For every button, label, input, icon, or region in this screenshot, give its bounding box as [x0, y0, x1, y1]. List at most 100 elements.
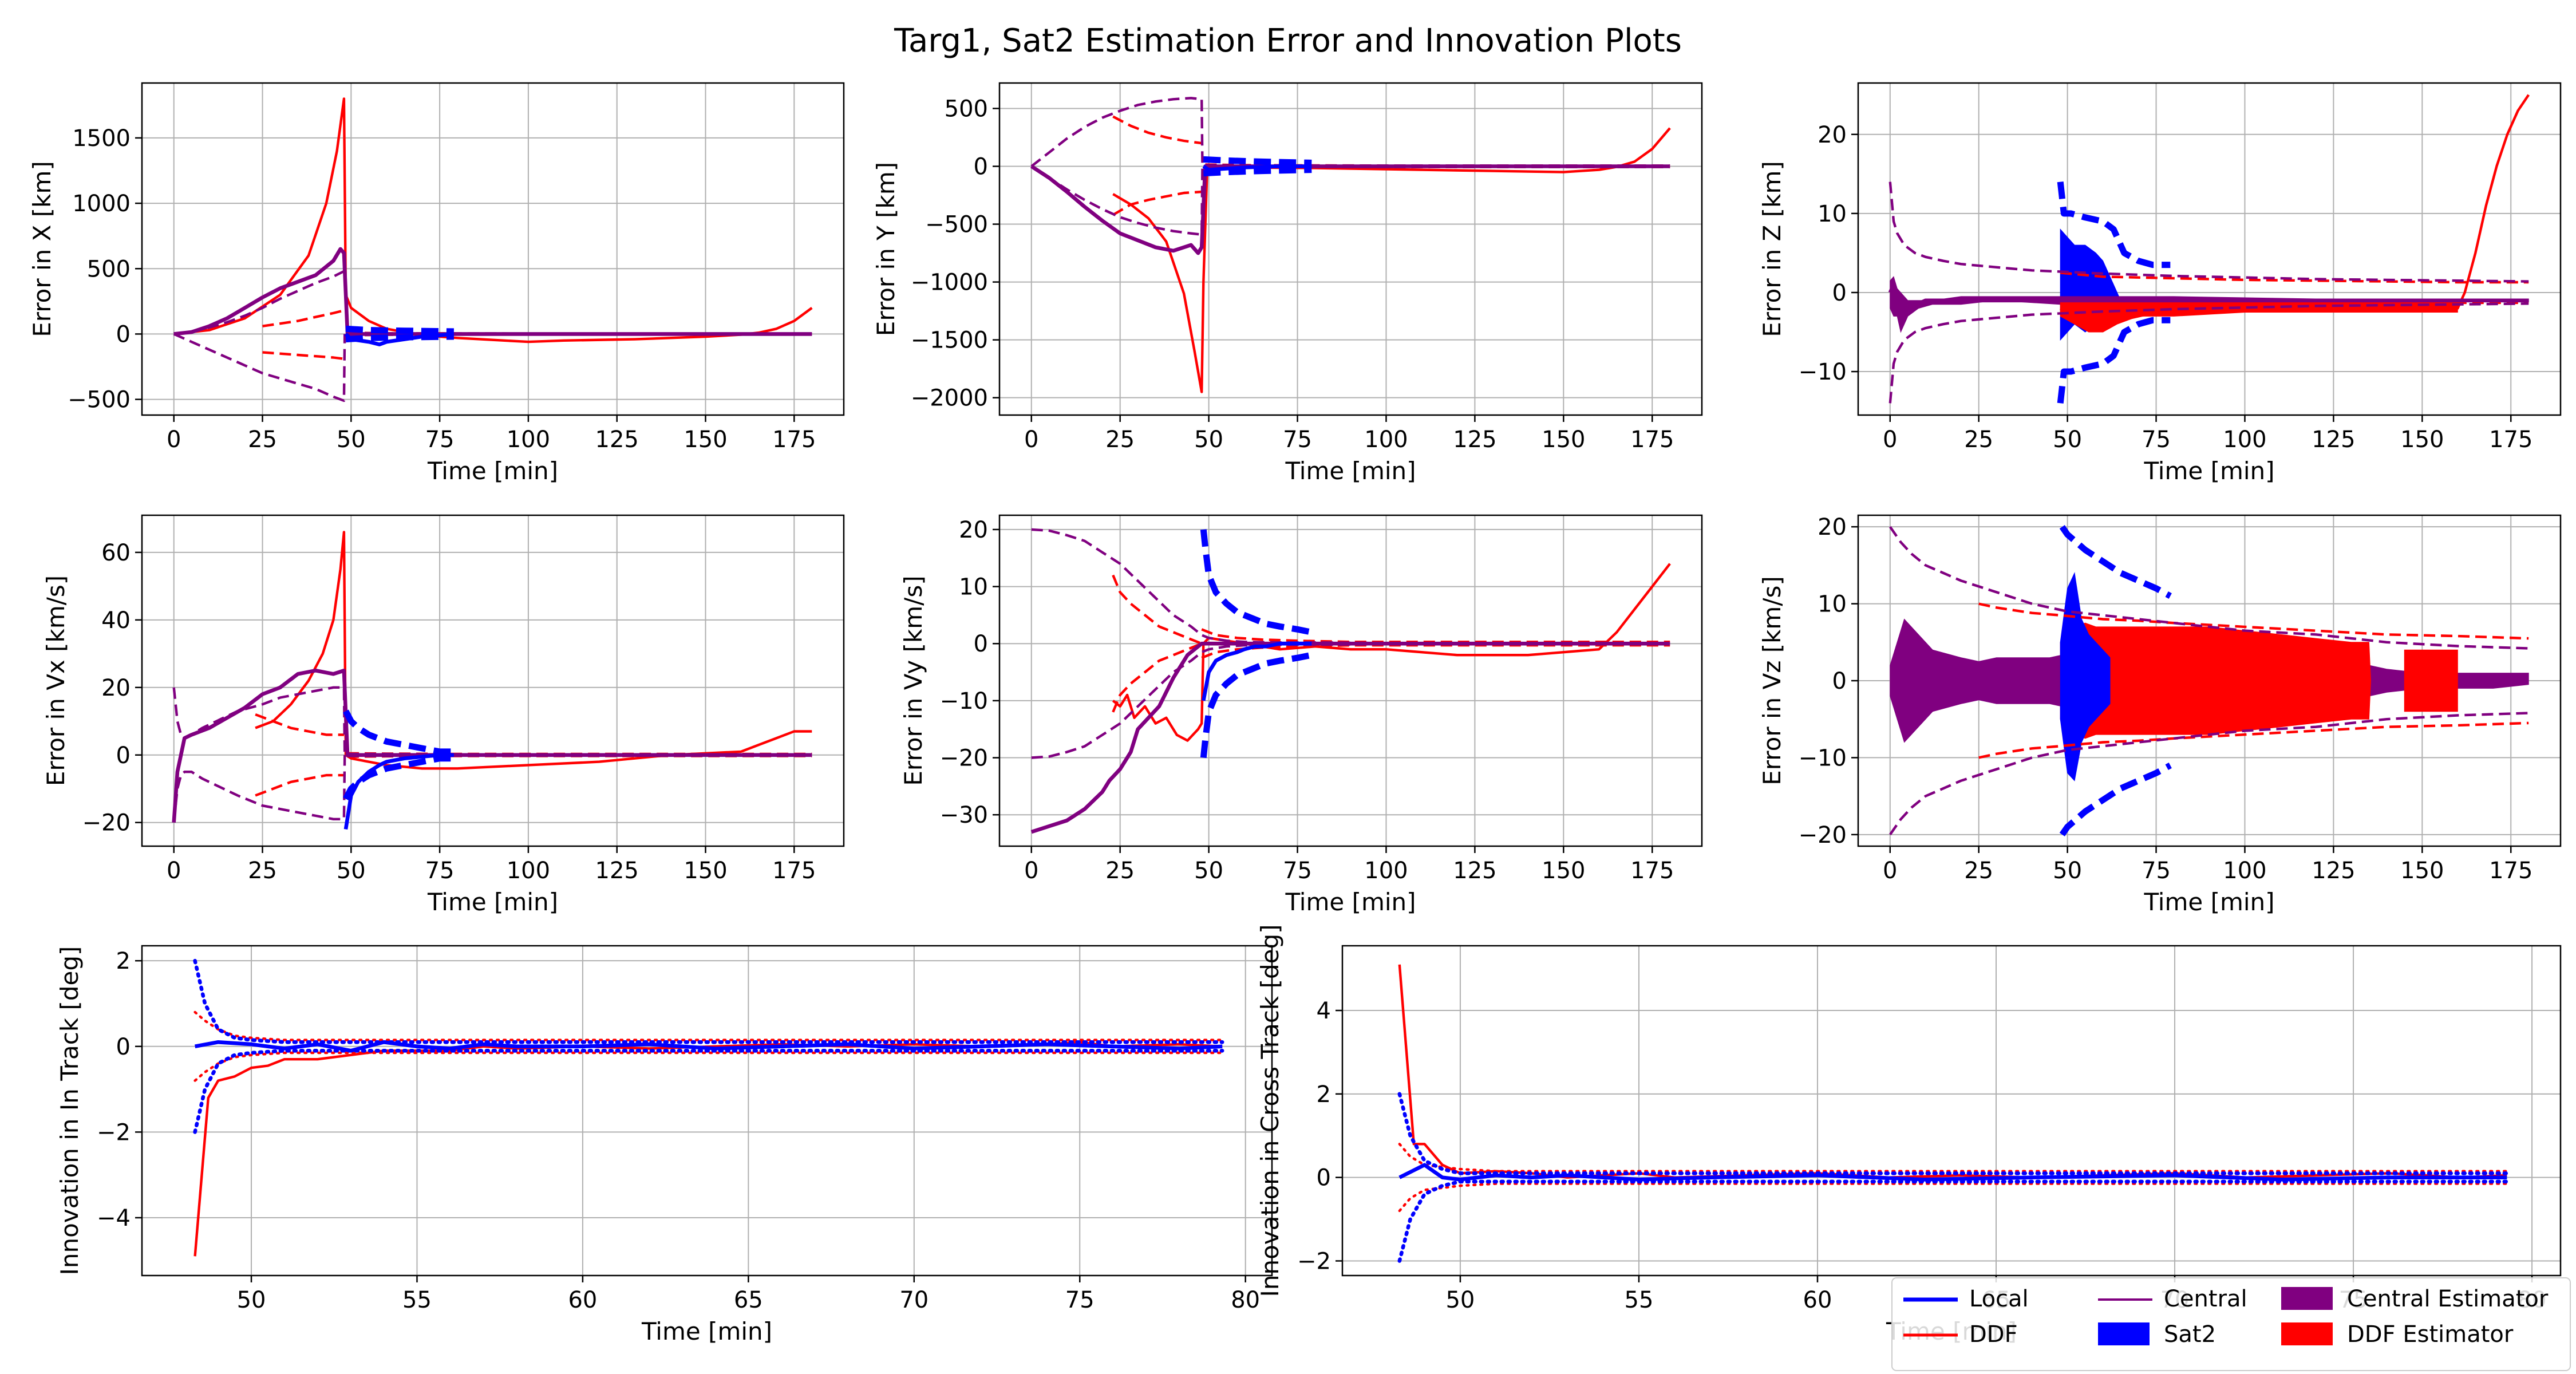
legend-swatch-patch	[2281, 1322, 2333, 1345]
axes-frame	[141, 514, 845, 847]
x-tick-label: 50	[337, 858, 366, 884]
x-axis-label: Time [min]	[2143, 457, 2274, 485]
y-tick-label: 0	[116, 743, 131, 769]
y-tick-label: 20	[1818, 122, 1847, 148]
x-tick-label: 0	[1883, 427, 1897, 453]
axes-frame	[998, 514, 1703, 847]
legend-entry-central-estimator: Central Estimator	[2281, 1286, 2549, 1312]
series-local-2-sigma-upper	[2059, 525, 2172, 599]
x-tick-label: 75	[1065, 1287, 1095, 1313]
series-ddf-2-sigma-lower	[1112, 190, 1202, 216]
x-tick-label: 125	[2312, 858, 2355, 884]
legend: Local DDF Central Sat2 Central Estimator DDF …	[1891, 1277, 2571, 1371]
figure-title: Targ1, Sat2 Estimation Error and Innovat…	[894, 22, 1682, 60]
x-tick-label: 100	[2223, 858, 2266, 884]
x-tick-label: 25	[1105, 858, 1135, 884]
series-local	[1202, 164, 1312, 172]
plot-area	[1030, 97, 1671, 393]
series-central-2-sigma-upper	[1888, 181, 2529, 283]
series-local-2-sigma-upper	[1200, 529, 1313, 635]
series-ddf-2-sigma-lower	[1112, 574, 1203, 645]
y-tick-label: −10	[940, 688, 988, 714]
x-tick-label: 50	[1194, 858, 1223, 884]
x-tick-label: 50	[237, 1287, 266, 1313]
y-tick-label: 20	[101, 675, 131, 701]
series-local-2-sigma-upper	[2057, 181, 2171, 269]
legend-entry-ddf-estimator: DDF Estimator	[2281, 1321, 2514, 1348]
legend-entry-sat2: Sat2	[2098, 1321, 2216, 1348]
y-axis-label: Error in Z [km]	[1758, 161, 1786, 337]
legend-label: DDF Estimator	[2347, 1321, 2514, 1348]
y-tick-label: 20	[1818, 514, 1847, 540]
axes-6: 0 25 50 75 100 125 150 175 −20 −10 0 10 20 Time [min]…	[1758, 514, 2562, 916]
x-tick-label: 150	[1542, 858, 1585, 884]
y-tick-label: −500	[925, 212, 988, 238]
x-tick-label: 175	[1630, 427, 1674, 453]
y-axis-label: Error in Y [km]	[872, 162, 900, 336]
x-tick-label: 0	[167, 858, 181, 884]
legend-swatch-patch	[2098, 1322, 2150, 1345]
y-tick-label: 4	[1317, 998, 1331, 1024]
series-local-2-sigma-lower	[345, 333, 454, 343]
plot-area	[173, 97, 813, 402]
x-tick-label: 70	[899, 1287, 929, 1313]
y-tick-label: 0	[1317, 1165, 1331, 1191]
series-central	[1030, 641, 1670, 834]
axes-3: 0 25 50 75 100 125 150 175 −10 0 10 20 Time [min] Err…	[1758, 82, 2562, 485]
series-ddf-2-sigma-lower	[262, 351, 345, 360]
x-tick-label: 65	[734, 1287, 763, 1313]
x-tick-label: 125	[1453, 427, 1496, 453]
x-tick-label: 175	[772, 427, 816, 453]
axes-frame	[141, 945, 1273, 1277]
series-central-2-sigma-lower	[173, 333, 346, 402]
y-tick-label: −20	[1799, 822, 1847, 848]
x-tick-label: 60	[1803, 1287, 1832, 1313]
y-tick-label: 2	[1317, 1081, 1331, 1108]
y-tick-label: 0	[1832, 668, 1847, 694]
y-tick-label: 20	[959, 517, 988, 543]
y-tick-label: 60	[101, 540, 131, 566]
plot-area	[1888, 525, 2529, 836]
x-tick-label: 175	[1630, 858, 1674, 884]
y-tick-label: −2	[1297, 1248, 1331, 1274]
x-axis-label: Time [min]	[427, 888, 558, 916]
axes-1: 0 25 50 75 100 125 150 175 −500 0 500 1000 1500 Time …	[28, 82, 845, 485]
y-tick-label: 500	[87, 256, 131, 282]
series-local	[1202, 641, 1312, 701]
y-tick-label: −2000	[911, 385, 988, 412]
x-tick-label: 50	[337, 427, 366, 453]
y-tick-label: 1000	[72, 191, 131, 217]
series-local-2-sigma-lower	[343, 755, 454, 800]
series-ddf-bound-upper	[1398, 1143, 2508, 1172]
x-axis-label: Time [min]	[641, 1317, 772, 1345]
series-central-2-sigma-lower-late-	[1205, 165, 1670, 169]
series-local-2-sigma-lower	[1200, 652, 1313, 759]
series-local-bound-lower	[193, 1049, 1224, 1134]
legend-entry-local: Local	[1903, 1286, 2029, 1312]
legend-entry-central: Central	[2098, 1286, 2247, 1312]
legend-label: Central	[2164, 1286, 2247, 1312]
legend-frame	[1891, 1277, 2571, 1371]
legend-label: Local	[1969, 1286, 2029, 1312]
series-local-2-sigma-lower	[2057, 317, 2171, 404]
x-tick-label: 125	[1453, 858, 1496, 884]
band-sat2-estimator	[2060, 572, 2111, 781]
series-ddf-2-sigma-upper	[262, 309, 345, 327]
y-tick-label: 1500	[72, 125, 131, 152]
legend-entry-ddf: DDF	[1903, 1321, 2018, 1348]
y-tick-label: 0	[974, 154, 988, 180]
series-ddf-2-sigma-upper	[1112, 642, 1203, 713]
x-tick-label: 100	[507, 427, 550, 453]
x-tick-label: 60	[568, 1287, 597, 1313]
axes-frame	[141, 82, 845, 416]
x-tick-label: 150	[683, 858, 727, 884]
series-central-2-sigma-lower	[1031, 643, 1670, 759]
series-central	[1888, 282, 2529, 326]
y-tick-label: 2	[116, 948, 131, 974]
y-tick-label: −10	[1799, 745, 1847, 771]
series-local-2-sigma-lower	[1203, 167, 1312, 177]
x-tick-label: 25	[1964, 858, 1993, 884]
y-tick-label: −500	[68, 387, 131, 413]
y-tick-label: 10	[1818, 201, 1847, 227]
series-central-2-sigma-lower	[172, 755, 346, 823]
